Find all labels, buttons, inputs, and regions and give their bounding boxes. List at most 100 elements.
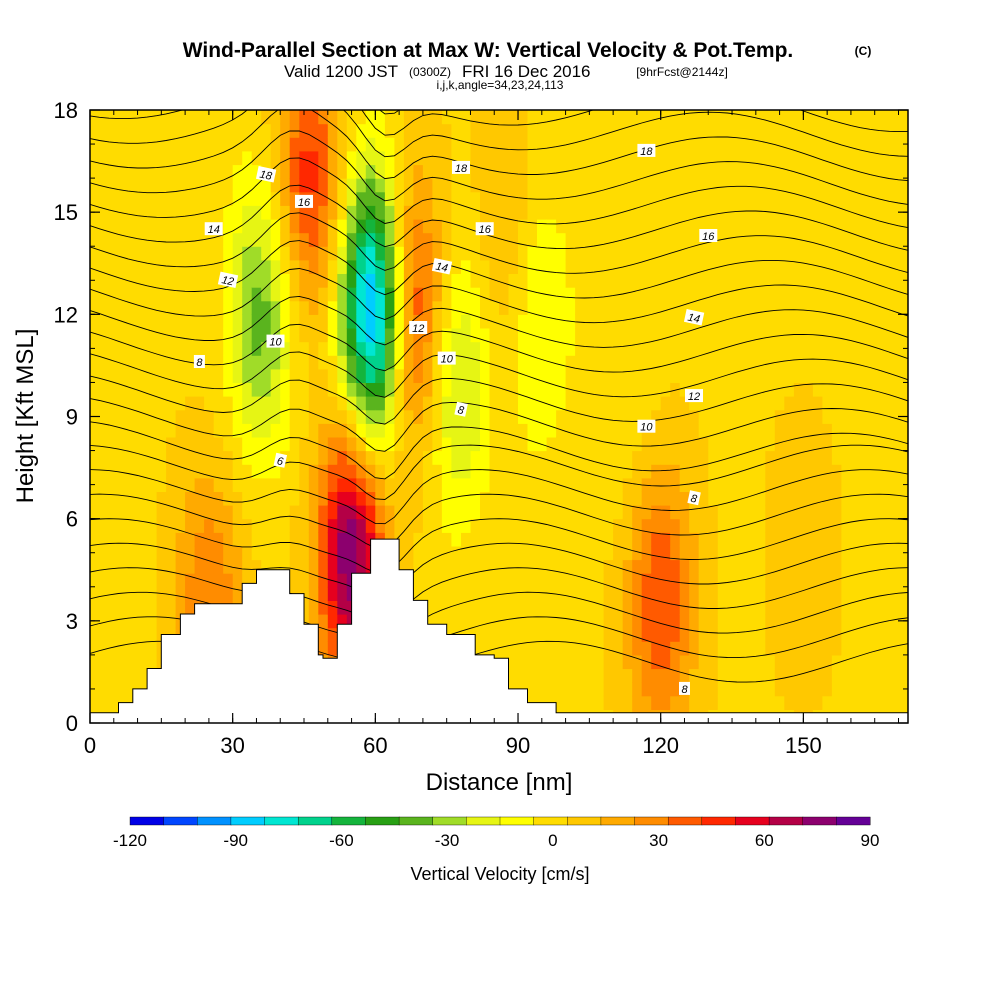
w-cell xyxy=(565,573,576,588)
w-cell xyxy=(717,532,728,547)
w-cell xyxy=(451,600,462,615)
w-cell xyxy=(99,695,110,710)
w-cell xyxy=(689,191,700,206)
w-cell xyxy=(898,300,908,315)
w-cell xyxy=(251,110,262,125)
w-cell xyxy=(432,586,443,601)
w-cell xyxy=(499,518,510,533)
w-cell xyxy=(622,287,633,302)
w-cell xyxy=(774,368,785,383)
w-cell xyxy=(565,355,576,370)
w-cell xyxy=(470,246,481,261)
w-cell xyxy=(860,150,871,166)
w-cell xyxy=(784,477,795,492)
w-cell xyxy=(527,464,538,479)
w-cell xyxy=(537,328,548,343)
w-cell xyxy=(508,137,519,152)
w-cell xyxy=(99,355,110,370)
w-cell xyxy=(537,627,548,642)
w-cell xyxy=(109,396,120,411)
w-cell xyxy=(784,464,795,479)
w-cell xyxy=(641,110,652,125)
w-cell xyxy=(546,654,557,670)
w-cell xyxy=(194,273,205,288)
w-cell xyxy=(889,627,900,642)
w-cell xyxy=(679,668,690,683)
w-cell xyxy=(594,464,605,479)
w-cell xyxy=(403,123,414,138)
w-cell xyxy=(850,287,861,302)
w-cell xyxy=(622,314,633,329)
w-cell xyxy=(755,110,766,125)
w-cell xyxy=(698,246,709,261)
w-cell xyxy=(185,518,196,533)
w-cell xyxy=(660,123,671,138)
w-cell xyxy=(270,110,281,125)
w-cell xyxy=(175,287,186,302)
w-cell xyxy=(717,137,728,152)
w-cell xyxy=(413,532,424,547)
w-cell xyxy=(432,110,443,125)
w-cell xyxy=(812,287,823,302)
theta-contour xyxy=(90,469,908,525)
w-cell xyxy=(499,259,510,274)
w-cell xyxy=(889,178,900,193)
w-cell xyxy=(708,614,719,629)
w-cell xyxy=(793,328,804,343)
w-cell xyxy=(575,505,586,520)
w-cell xyxy=(765,368,776,383)
w-cell xyxy=(898,491,908,506)
theta-contour xyxy=(90,240,908,299)
w-cell xyxy=(365,423,376,438)
w-cell xyxy=(432,600,443,615)
w-cell xyxy=(109,259,120,274)
w-cell xyxy=(651,532,662,547)
w-cell xyxy=(118,137,129,152)
w-cell xyxy=(774,150,785,166)
w-cell xyxy=(356,355,367,370)
w-cell xyxy=(137,287,148,302)
w-cell xyxy=(774,300,785,315)
w-cell xyxy=(632,505,643,520)
w-cell xyxy=(584,341,595,356)
colorbar-swatch xyxy=(533,816,568,826)
w-cell xyxy=(831,573,842,588)
w-cell xyxy=(289,205,300,220)
w-cell xyxy=(527,436,538,452)
w-cell xyxy=(356,477,367,492)
w-cell xyxy=(622,491,633,506)
w-cell xyxy=(213,191,224,206)
w-cell xyxy=(660,355,671,370)
w-cell xyxy=(898,396,908,411)
w-cell xyxy=(765,150,776,166)
theta-label-bg xyxy=(679,681,690,695)
w-cell xyxy=(641,150,652,166)
w-cell xyxy=(765,668,776,683)
w-cell xyxy=(850,559,861,574)
w-cell xyxy=(194,259,205,274)
w-cell xyxy=(289,396,300,411)
w-cell xyxy=(689,246,700,261)
w-cell xyxy=(793,545,804,561)
w-cell xyxy=(251,477,262,492)
w-cell xyxy=(480,314,491,329)
w-cell xyxy=(651,423,662,438)
w-cell xyxy=(698,614,709,629)
w-cell xyxy=(860,205,871,220)
w-cell xyxy=(784,695,795,710)
w-cell xyxy=(480,518,491,533)
w-cell xyxy=(270,341,281,356)
w-cell xyxy=(318,355,329,370)
w-cell xyxy=(99,110,110,125)
w-cell xyxy=(109,355,120,370)
w-cell xyxy=(346,110,357,125)
w-cell xyxy=(708,246,719,261)
w-cell xyxy=(584,355,595,370)
w-cell xyxy=(118,532,129,547)
theta-contour xyxy=(90,444,908,500)
w-cell xyxy=(499,614,510,629)
w-cell xyxy=(537,368,548,383)
w-cell xyxy=(622,355,633,370)
w-cell xyxy=(898,436,908,452)
w-cell xyxy=(223,205,234,220)
